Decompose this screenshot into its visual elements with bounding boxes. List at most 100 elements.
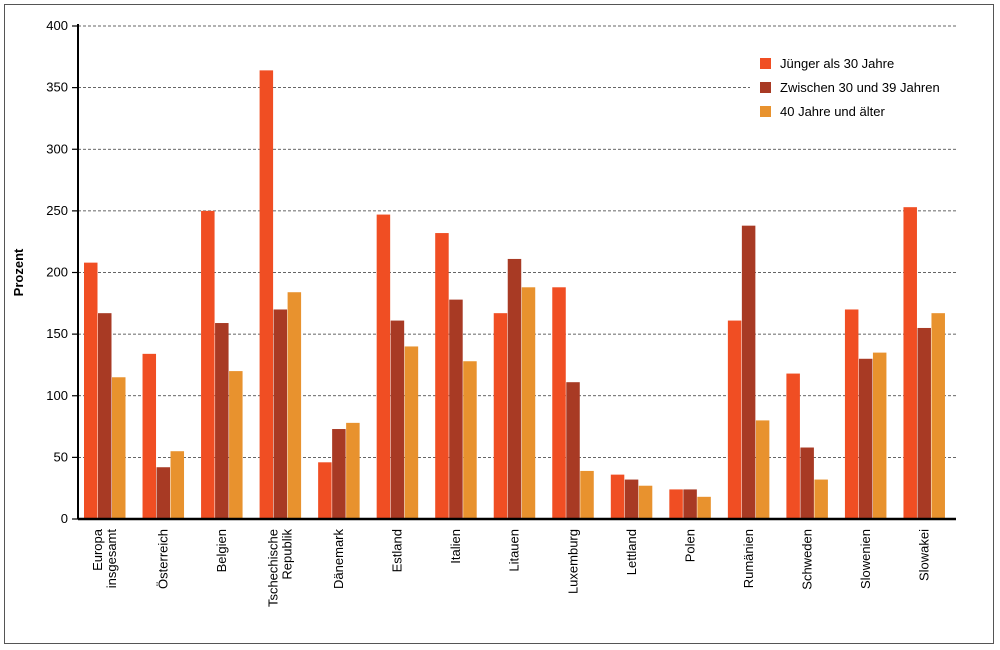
- x-tick-label-line: Slowakei: [916, 529, 931, 581]
- y-axis-ticks: 0 50 100 150 200 250 300 350 400: [46, 18, 78, 526]
- bar: [215, 323, 229, 519]
- legend-swatch: [760, 58, 771, 69]
- legend-swatch: [760, 106, 771, 117]
- legend: Jünger als 30 Jahre Zwischen 30 und 39 Ja…: [750, 44, 960, 128]
- bar: [814, 479, 828, 519]
- x-tick-label: Italien: [448, 529, 463, 564]
- bar: [683, 489, 697, 519]
- y-tick-label: 200: [46, 265, 68, 280]
- legend-swatch: [760, 82, 771, 93]
- bar: [786, 373, 800, 519]
- bar: [566, 382, 580, 519]
- bar: [931, 313, 945, 519]
- y-tick-label: 0: [61, 511, 68, 526]
- bar: [638, 485, 653, 519]
- y-tick-label: 150: [46, 326, 68, 341]
- x-tick-label-line: Österreich: [156, 529, 171, 589]
- x-tick-label: Slowenien: [858, 529, 873, 589]
- bar: [332, 429, 346, 519]
- x-tick-label-line: Schweden: [799, 529, 814, 590]
- legend-entry: Jünger als 30 Jahre: [780, 56, 894, 71]
- x-tick-label-line: Polen: [682, 529, 697, 562]
- x-tick-label: Luxemburg: [565, 529, 580, 594]
- bar: [463, 361, 477, 519]
- y-tick-label: 50: [54, 449, 68, 464]
- bar: [669, 489, 683, 519]
- bar: [624, 479, 639, 519]
- bar: [112, 377, 126, 519]
- bar: [229, 371, 243, 519]
- bar: [755, 420, 770, 519]
- bar: [156, 467, 171, 519]
- bar: [858, 358, 873, 519]
- bar-chart: 0 50 100 150 200 250 300 350 400 Europainsgesamt…: [11, 18, 960, 607]
- y-tick-label: 100: [46, 388, 68, 403]
- x-tick-label: Rumänien: [741, 529, 756, 588]
- bar: [98, 313, 112, 519]
- y-tick-label: 400: [46, 18, 68, 33]
- legend-entry: 40 Jahre und älter: [780, 104, 885, 119]
- bar: [273, 309, 288, 519]
- bar: [449, 299, 463, 519]
- x-tick-label-line: Slowenien: [858, 529, 873, 589]
- legend-entry: Zwischen 30 und 39 Jahren: [780, 80, 940, 95]
- x-tick-label: Slowakei: [916, 529, 931, 581]
- x-tick-label: Estland: [390, 529, 405, 572]
- bar: [318, 462, 332, 519]
- bar: [404, 346, 419, 519]
- bar: [435, 233, 449, 519]
- y-tick-label: 250: [46, 203, 68, 218]
- x-tick-label-line: Dänemark: [331, 529, 346, 589]
- bar: [903, 207, 917, 520]
- x-tick-label-line: Lettland: [624, 529, 639, 575]
- x-tick-label: TschechischeRepublik: [266, 529, 295, 608]
- bar: [376, 214, 391, 519]
- x-axis-labels: Europainsgesamt Österreich Belgien Tschechi…: [90, 528, 931, 607]
- bar: [287, 292, 302, 519]
- bar: [84, 262, 98, 519]
- bar: [521, 287, 536, 519]
- x-tick-label-line: insgesamt: [104, 529, 119, 589]
- bar: [201, 210, 215, 519]
- y-tick-label: 350: [46, 80, 68, 95]
- bar: [872, 352, 887, 519]
- x-tick-label-line: Estland: [390, 529, 405, 572]
- bar: [610, 474, 625, 519]
- x-tick-label-line: Litauen: [507, 529, 522, 572]
- bar: [390, 320, 405, 519]
- bar: [507, 258, 522, 519]
- axes: [77, 24, 956, 521]
- x-tick-label-line: Tschechische: [266, 529, 281, 607]
- bar: [580, 470, 594, 519]
- x-tick-label: Lettland: [624, 529, 639, 575]
- x-tick-label-line: Luxemburg: [565, 529, 580, 594]
- x-tick-label-line: Rumänien: [741, 529, 756, 588]
- bars: [84, 70, 945, 520]
- bar: [844, 309, 859, 519]
- x-tick-label: Europainsgesamt: [90, 528, 119, 588]
- x-tick-label-line: Republik: [280, 529, 295, 580]
- x-tick-label: Polen: [682, 529, 697, 562]
- chart-frame: 0 50 100 150 200 250 300 350 400 Europainsgesamt…: [4, 4, 994, 644]
- x-tick-label: Schweden: [799, 529, 814, 590]
- y-axis-label: Prozent: [11, 248, 26, 296]
- x-tick-label-line: Belgien: [214, 529, 229, 572]
- x-tick-label-line: Italien: [448, 529, 463, 564]
- bar: [917, 327, 931, 519]
- bar: [697, 496, 711, 519]
- x-tick-label: Belgien: [214, 529, 229, 572]
- bar: [727, 320, 742, 519]
- bar: [142, 353, 157, 519]
- bar: [259, 70, 274, 520]
- x-tick-label-line: Europa: [90, 528, 105, 571]
- y-tick-label: 300: [46, 141, 68, 156]
- x-tick-label: Dänemark: [331, 529, 346, 589]
- bar: [800, 447, 814, 519]
- bar: [493, 313, 508, 519]
- x-tick-label: Litauen: [507, 529, 522, 572]
- legend-background: [750, 44, 960, 128]
- bar: [552, 287, 566, 519]
- bar: [346, 422, 360, 519]
- bar: [741, 225, 756, 520]
- x-tick-label: Österreich: [156, 529, 171, 589]
